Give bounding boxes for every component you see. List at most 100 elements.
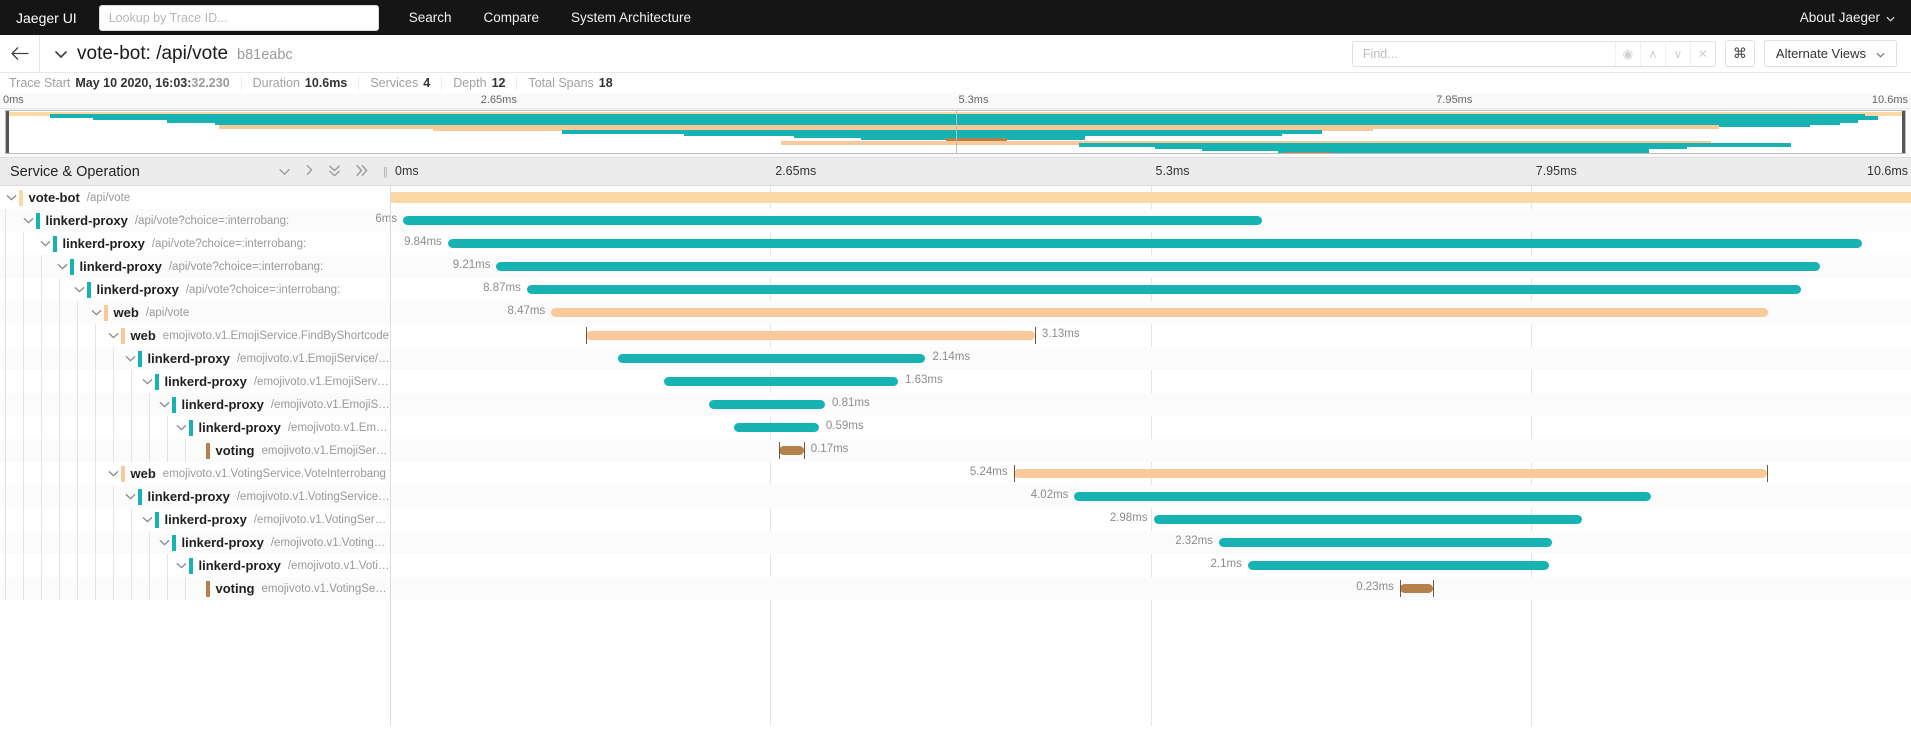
- trace-id-search-input[interactable]: [98, 4, 379, 31]
- span-row[interactable]: linkerd-proxy/api/vote?choice=:interroba…: [0, 209, 1911, 232]
- minimap-drag-handle-left[interactable]: [6, 111, 9, 153]
- span-row[interactable]: linkerd-proxy/emojivoto.v1.VotingSe… 2.1m…: [0, 554, 1911, 577]
- span-bar[interactable]: [496, 262, 1820, 271]
- span-row[interactable]: linkerd-proxy/api/vote?choice=:interroba…: [0, 232, 1911, 255]
- span-bar[interactable]: [618, 354, 926, 363]
- chevron-down-icon[interactable]: [123, 355, 138, 362]
- span-row[interactable]: linkerd-proxy/emojivoto.v1.EmojiService/…: [0, 347, 1911, 370]
- span-row-label[interactable]: vote-bot/api/vote: [0, 186, 390, 209]
- span-row[interactable]: web emojivoto.v1.VotingService.VoteInterr…: [0, 462, 1911, 485]
- find-focus-icon[interactable]: ◉: [1614, 41, 1640, 66]
- alternate-views-button[interactable]: Alternate Views: [1763, 40, 1897, 67]
- span-row-label[interactable]: linkerd-proxy/emojivoto.v1.EmojiService/…: [0, 370, 390, 393]
- about-jaeger-menu[interactable]: About Jaeger: [1800, 10, 1895, 25]
- span-bar[interactable]: [1247, 561, 1549, 570]
- span-row[interactable]: linkerd-proxy/emojivoto.v1.EmojiService/…: [0, 370, 1911, 393]
- span-row-timeline[interactable]: 2.14ms: [390, 347, 1911, 370]
- span-row-timeline[interactable]: 0.81ms: [390, 393, 1911, 416]
- span-row-timeline[interactable]: 2.98ms: [390, 508, 1911, 531]
- span-bar[interactable]: [403, 216, 1263, 225]
- span-bar[interactable]: [586, 331, 1035, 340]
- span-row-timeline[interactable]: 8.87ms: [390, 278, 1911, 301]
- nav-compare[interactable]: Compare: [483, 10, 540, 25]
- span-row-timeline[interactable]: 0.17ms: [390, 439, 1911, 462]
- span-row-label[interactable]: linkerd-proxy/emojivoto.v1.EmojiSer…: [0, 416, 390, 439]
- span-row[interactable]: linkerd-proxy/emojivoto.v1.VotingService…: [0, 531, 1911, 554]
- span-bar[interactable]: [709, 400, 825, 409]
- chevron-down-icon[interactable]: [55, 263, 70, 270]
- chevron-down-icon[interactable]: [89, 309, 104, 316]
- span-row[interactable]: vote-bot/api/vote: [0, 186, 1911, 209]
- span-bar[interactable]: [1013, 469, 1767, 478]
- span-row-timeline[interactable]: 2.1ms: [390, 554, 1911, 577]
- span-row-timeline[interactable]: [390, 186, 1911, 209]
- span-bar[interactable]: [733, 423, 819, 432]
- span-bar[interactable]: [1399, 584, 1434, 593]
- span-row-label[interactable]: linkerd-proxy/emojivoto.v1.VotingService…: [0, 531, 390, 554]
- chevron-down-icon[interactable]: [38, 240, 53, 247]
- span-row-label[interactable]: web/api/vote: [0, 301, 390, 324]
- span-row[interactable]: linkerd-proxy/api/vote?choice=:interroba…: [0, 278, 1911, 301]
- minimap-drag-handle-right[interactable]: [1902, 111, 1905, 153]
- span-row-timeline[interactable]: 6ms: [375, 209, 1911, 232]
- minimap-canvas[interactable]: [5, 110, 1906, 154]
- nav-search[interactable]: Search: [408, 10, 452, 25]
- find-prev-icon[interactable]: ∧: [1639, 41, 1665, 66]
- chevron-down-icon[interactable]: [106, 470, 121, 477]
- span-row[interactable]: linkerd-proxy/emojivoto.v1.VotingService…: [0, 508, 1911, 531]
- chevron-down-icon[interactable]: [157, 401, 172, 408]
- span-row-label[interactable]: web emojivoto.v1.VotingService.VoteInterr…: [0, 462, 390, 485]
- back-button[interactable]: [0, 34, 40, 73]
- chevron-down-icon[interactable]: [21, 217, 36, 224]
- span-row-timeline[interactable]: 8.47ms: [390, 301, 1911, 324]
- span-row-label[interactable]: linkerd-proxy/api/vote?choice=:interroba…: [0, 232, 390, 255]
- chevron-down-icon[interactable]: [157, 539, 172, 546]
- chevron-down-icon[interactable]: [72, 286, 87, 293]
- span-row-label[interactable]: web emojivoto.v1.EmojiService.FindByShort…: [0, 324, 390, 347]
- chevron-down-icon[interactable]: [106, 332, 121, 339]
- span-row-label[interactable]: linkerd-proxy/emojivoto.v1.VotingService…: [0, 508, 390, 531]
- span-bar[interactable]: [663, 377, 898, 386]
- span-row-label[interactable]: linkerd-proxy/api/vote?choice=:interroba…: [0, 255, 390, 278]
- span-row-timeline[interactable]: 4.02ms: [390, 485, 1911, 508]
- span-row-timeline[interactable]: 5.24ms: [390, 462, 1911, 485]
- chevron-down-icon[interactable]: [123, 493, 138, 500]
- span-bar[interactable]: [1074, 492, 1651, 501]
- span-bar[interactable]: [390, 192, 1911, 203]
- find-input[interactable]: [1352, 41, 1615, 66]
- span-row[interactable]: voting emojivoto.v1.VotingService.… 0.23ms: [0, 577, 1911, 600]
- trace-collapse-chevron-icon[interactable]: [54, 48, 68, 62]
- span-row-timeline[interactable]: 9.21ms: [390, 255, 1911, 278]
- find-clear-icon[interactable]: ✕: [1689, 41, 1715, 66]
- span-row-timeline[interactable]: 3.13ms: [390, 324, 1911, 347]
- collapse-one-icon[interactable]: [278, 165, 291, 179]
- span-row-timeline[interactable]: 2.32ms: [390, 531, 1911, 554]
- span-row[interactable]: linkerd-proxy/api/vote?choice=:interroba…: [0, 255, 1911, 278]
- span-rows-container[interactable]: vote-bot/api/vote linkerd-proxy/api/vote?…: [0, 186, 1911, 726]
- span-row-label[interactable]: voting emojivoto.v1.EmojiService.…: [0, 439, 390, 462]
- nav-system-architecture[interactable]: System Architecture: [571, 10, 692, 25]
- span-bar[interactable]: [779, 446, 804, 455]
- app-brand[interactable]: Jaeger UI: [16, 9, 77, 26]
- collapse-all-icon[interactable]: [328, 164, 341, 180]
- chevron-down-icon[interactable]: [140, 516, 155, 523]
- expand-one-icon[interactable]: [305, 164, 314, 179]
- span-row-timeline[interactable]: 1.63ms: [390, 370, 1911, 393]
- span-row-label[interactable]: voting emojivoto.v1.VotingService.…: [0, 577, 390, 600]
- span-row-timeline[interactable]: 0.23ms: [390, 577, 1911, 600]
- chevron-down-icon[interactable]: [174, 562, 189, 569]
- span-bar[interactable]: [551, 308, 1769, 317]
- span-row[interactable]: web/api/vote 8.47ms: [0, 301, 1911, 324]
- span-row-label[interactable]: linkerd-proxy/emojivoto.v1.EmojiService/…: [0, 393, 390, 416]
- chevron-down-icon[interactable]: [140, 378, 155, 385]
- span-row-label[interactable]: linkerd-proxy/emojivoto.v1.VotingService…: [0, 485, 390, 508]
- span-row[interactable]: web emojivoto.v1.EmojiService.FindByShort…: [0, 324, 1911, 347]
- span-row[interactable]: voting emojivoto.v1.EmojiService.… 0.17ms: [0, 439, 1911, 462]
- span-bar[interactable]: [526, 285, 1802, 294]
- span-row[interactable]: linkerd-proxy/emojivoto.v1.EmojiSer… 0.59…: [0, 416, 1911, 439]
- column-resize-handle[interactable]: ||: [383, 166, 388, 178]
- chevron-down-icon[interactable]: [174, 424, 189, 431]
- span-row-timeline[interactable]: 9.84ms: [390, 232, 1911, 255]
- chevron-down-icon[interactable]: [4, 194, 19, 201]
- span-row-label[interactable]: linkerd-proxy/emojivoto.v1.EmojiService/…: [0, 347, 390, 370]
